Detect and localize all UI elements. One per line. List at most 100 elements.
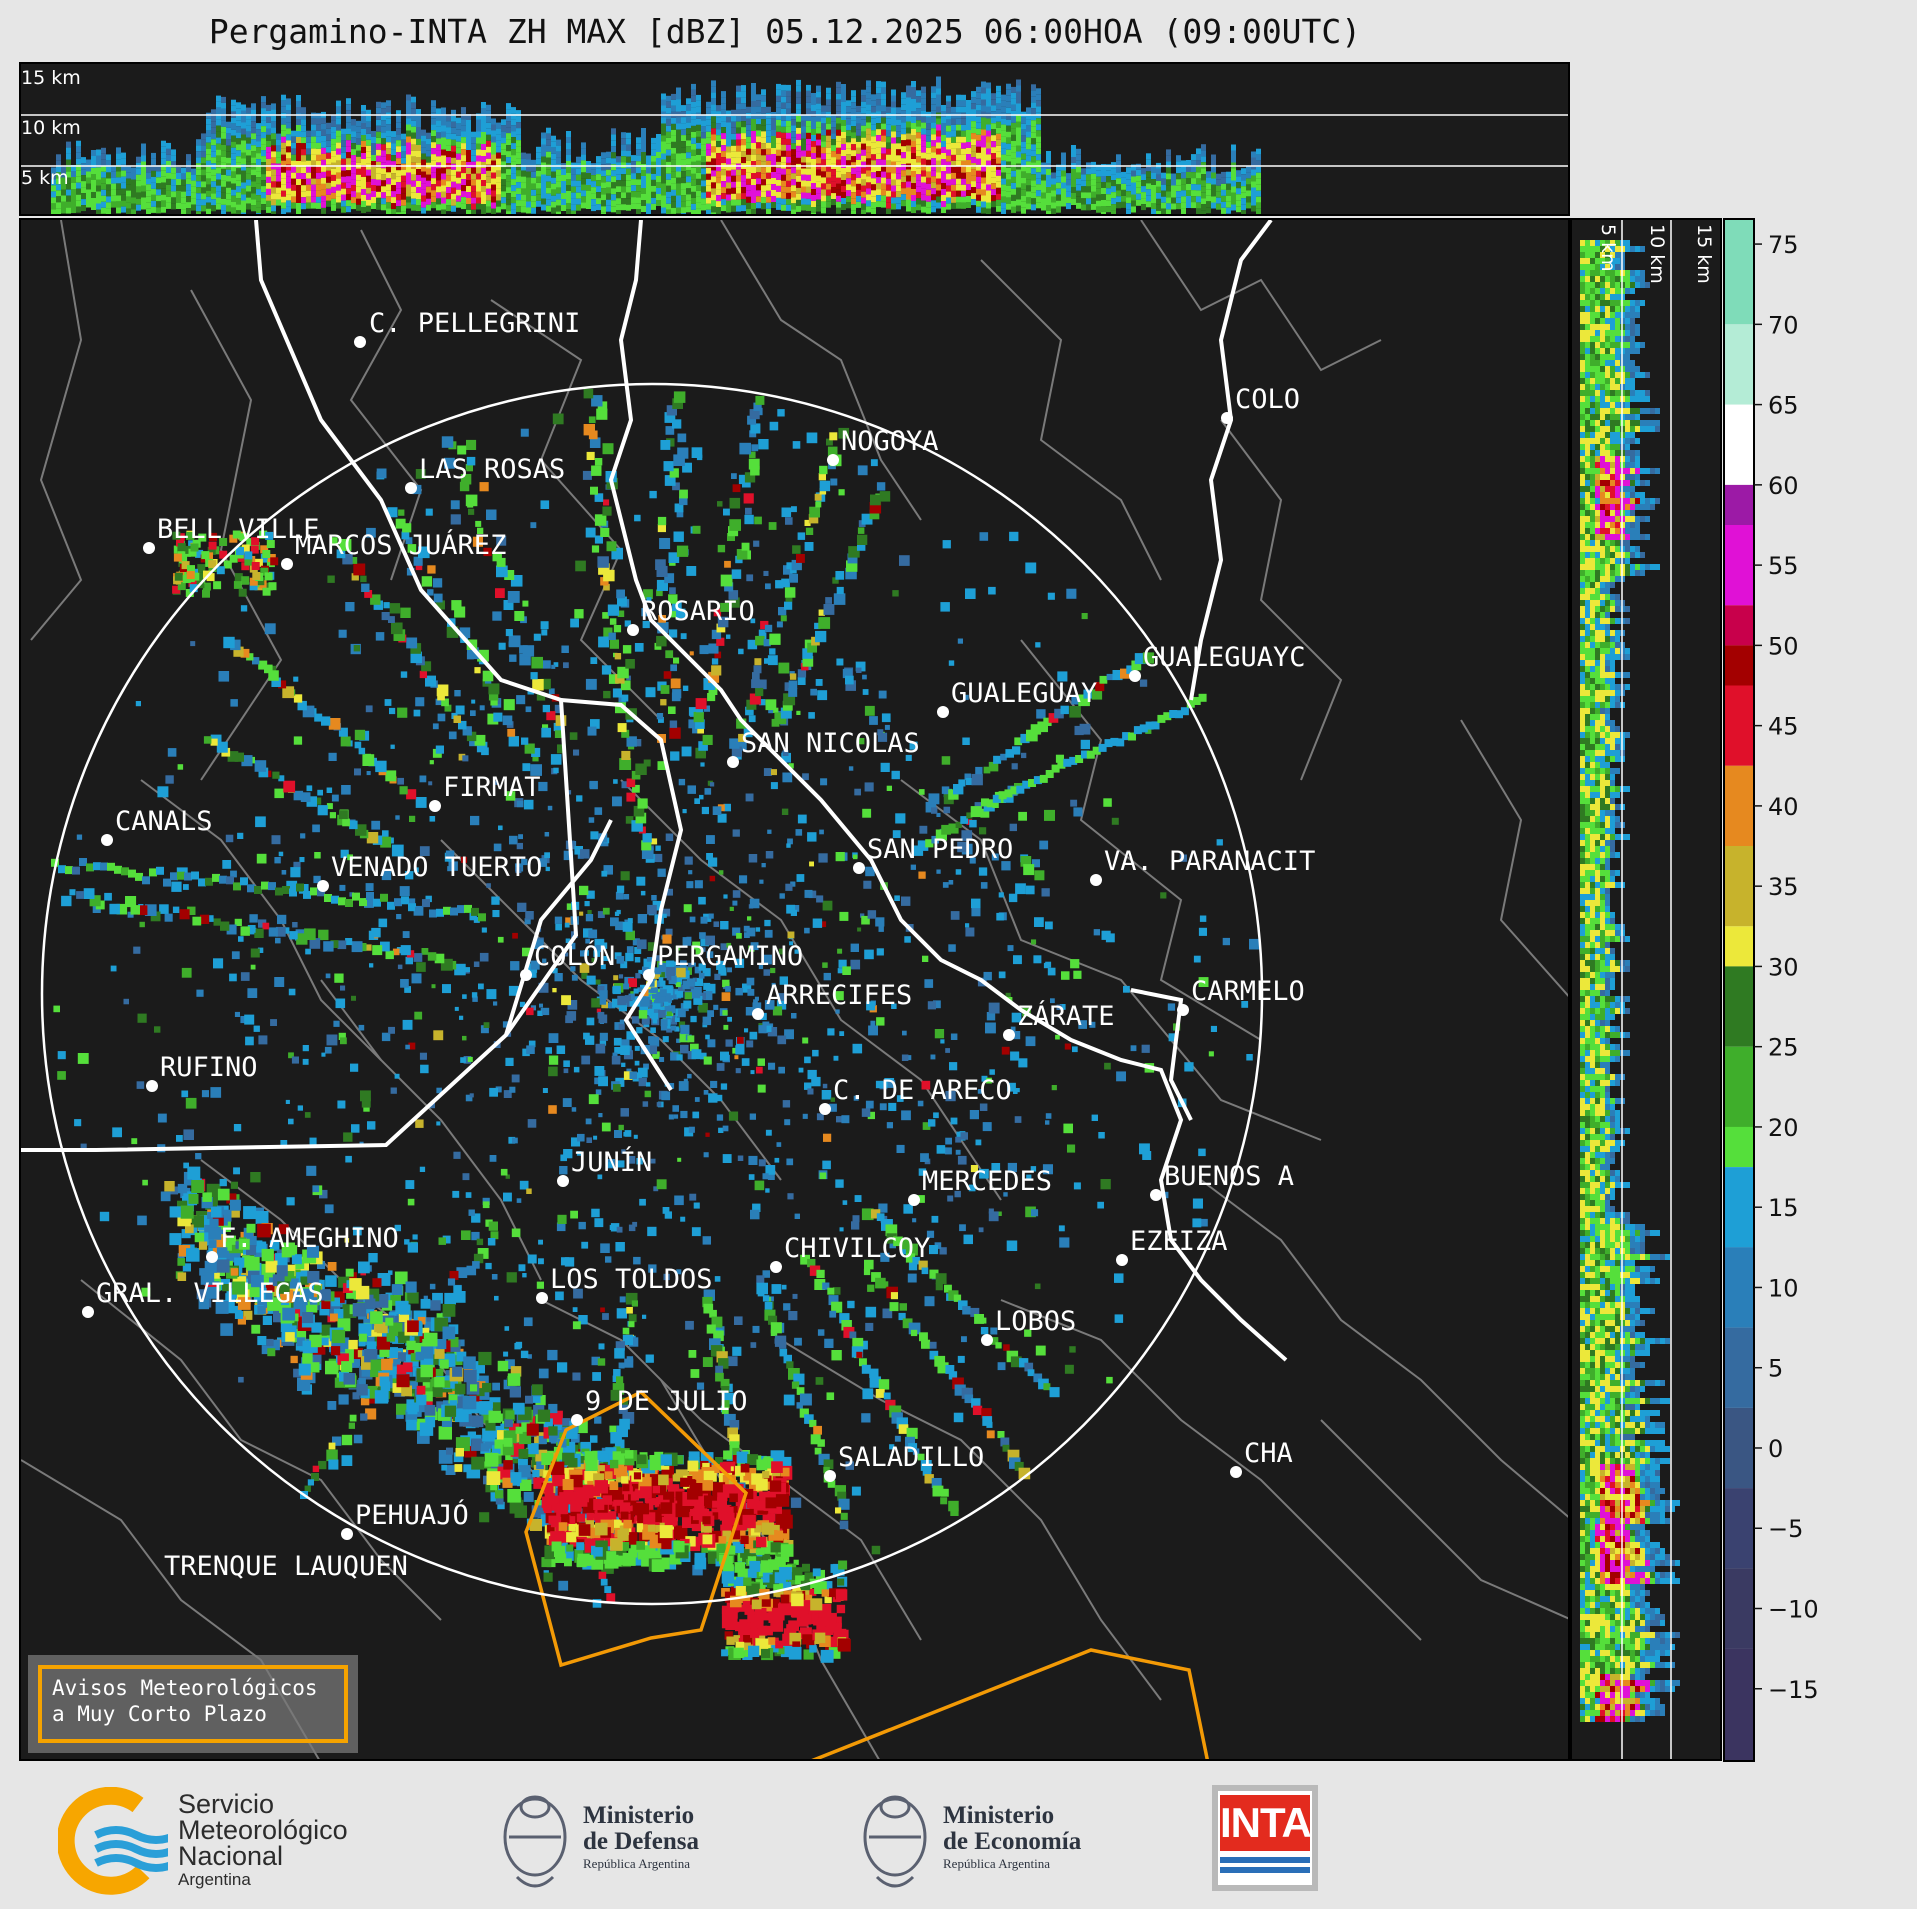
profile-cell: [876, 159, 881, 166]
profile-cell: [1595, 798, 1600, 804]
profile-cell: [581, 148, 586, 155]
profile-cell: [1590, 528, 1595, 534]
profile-cell: [776, 167, 781, 174]
profile-cell: [1605, 762, 1610, 768]
profile-cell: [386, 100, 391, 107]
profile-cell: [456, 117, 461, 124]
profile-cell: [1655, 498, 1660, 504]
profile-cell: [871, 100, 876, 107]
profile-cell: [1615, 552, 1620, 558]
profile-cell: [201, 187, 206, 194]
profile-cell: [1585, 492, 1590, 498]
profile-cell: [66, 153, 71, 160]
profile-cell: [1605, 342, 1610, 348]
profile-cell: [936, 166, 941, 173]
profile-cell: [1246, 172, 1251, 179]
profile-cell: [361, 201, 366, 207]
profile-cell: [1610, 1098, 1615, 1104]
profile-cell: [1101, 170, 1106, 176]
profile-cell: [146, 172, 151, 179]
profile-cell: [751, 167, 756, 173]
profile-cell: [1605, 906, 1610, 912]
profile-cell: [206, 172, 211, 179]
profile-cell: [526, 189, 531, 196]
profile-cell: [1635, 546, 1640, 552]
profile-cell: [186, 178, 191, 185]
profile-cell: [211, 151, 216, 158]
profile-cell: [746, 166, 751, 173]
profile-cell: [726, 140, 731, 147]
profile-cell: [236, 198, 241, 205]
profile-cell: [836, 171, 841, 178]
profile-cell: [831, 193, 836, 200]
profile-cell: [376, 113, 381, 120]
profile-cell: [471, 131, 476, 138]
profile-cell: [491, 142, 496, 149]
profile-cell: [401, 151, 406, 158]
profile-cell: [446, 157, 451, 164]
profile-cell: [1161, 202, 1166, 209]
profile-cell: [1600, 354, 1605, 360]
profile-cell: [461, 179, 466, 186]
profile-cell: [1580, 762, 1585, 768]
profile-cell: [306, 154, 311, 161]
profile-cell: [676, 183, 681, 190]
profile-cell: [841, 156, 846, 162]
profile-cell: [1615, 300, 1620, 306]
profile-cell: [906, 157, 911, 164]
profile-cell: [966, 184, 971, 190]
profile-cell: [506, 193, 511, 200]
profile-cell: [1006, 101, 1011, 108]
profile-cell: [501, 191, 506, 198]
profile-cell: [381, 186, 386, 193]
profile-cell: [1585, 1092, 1590, 1098]
profile-cell: [576, 192, 581, 199]
profile-cell: [881, 171, 886, 178]
profile-cell: [696, 208, 701, 214]
profile-cell: [411, 120, 416, 127]
profile-cell: [1585, 912, 1590, 918]
profile-cell: [946, 161, 951, 168]
profile-cell: [591, 169, 596, 176]
profile-cell: [1251, 205, 1256, 212]
profile-cell: [271, 109, 276, 116]
profile-cell: [731, 151, 736, 158]
profile-cell: [546, 199, 551, 206]
profile-cell: [676, 147, 681, 154]
profile-cell: [946, 119, 951, 126]
profile-cell: [1605, 1008, 1610, 1014]
profile-cell: [1590, 654, 1595, 660]
profile-cell: [1585, 732, 1590, 738]
profile-cell: [931, 170, 936, 177]
profile-cell: [281, 94, 286, 101]
profile-cell: [611, 170, 616, 177]
profile-cell: [456, 195, 461, 202]
profile-cell: [706, 167, 711, 174]
profile-cell: [851, 138, 856, 145]
profile-cell: [1166, 155, 1171, 162]
profile-cell: [586, 161, 591, 167]
profile-cell: [916, 186, 921, 193]
profile-cell: [156, 201, 161, 208]
profile-cell: [1585, 240, 1590, 246]
profile-cell: [1241, 180, 1246, 187]
profile-cell: [326, 134, 331, 141]
profile-cell: [1610, 822, 1615, 828]
profile-cell: [976, 146, 981, 153]
profile-cell: [986, 82, 991, 89]
profile-cell: [721, 181, 726, 188]
profile-cell: [1226, 177, 1231, 184]
profile-cell: [366, 199, 371, 206]
profile-cell: [931, 146, 936, 153]
profile-cell: [1116, 166, 1121, 173]
profile-cell: [1066, 179, 1071, 186]
profile-cell: [976, 176, 981, 183]
profile-cell: [206, 202, 211, 209]
profile-cell: [1021, 183, 1026, 190]
profile-cell: [381, 180, 386, 187]
profile-cell: [226, 175, 231, 182]
profile-cell: [681, 189, 686, 196]
profile-cell: [706, 209, 711, 214]
profile-cell: [796, 85, 801, 92]
profile-cell: [891, 89, 896, 96]
